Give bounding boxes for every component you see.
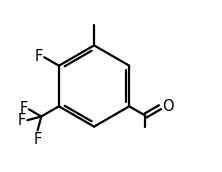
Text: O: O [162, 99, 174, 114]
Text: F: F [19, 101, 28, 116]
Text: F: F [33, 132, 41, 147]
Text: F: F [34, 49, 43, 64]
Text: F: F [18, 113, 26, 128]
